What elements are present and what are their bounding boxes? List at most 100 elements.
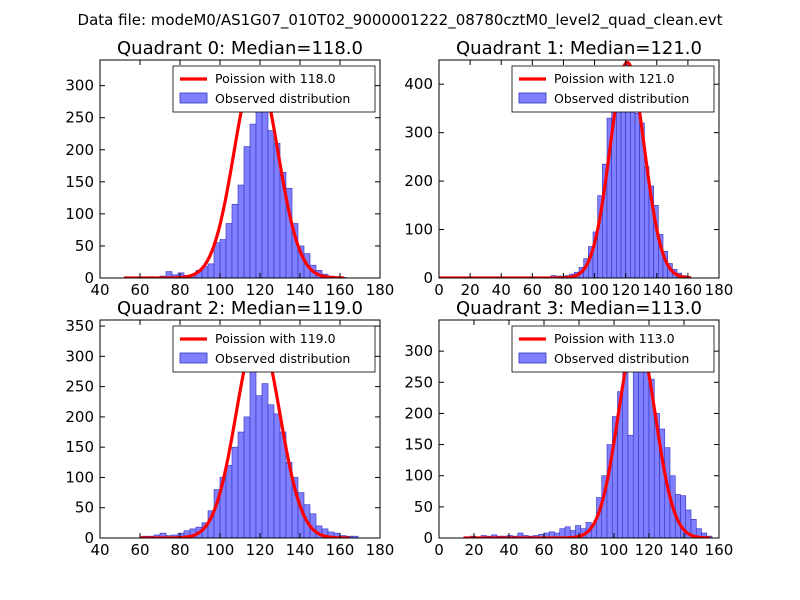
legend-label-poisson: Poission with 119.0 [215, 331, 336, 346]
y-tick-label: 250 [65, 109, 94, 127]
legend: Poission with 113.0 Observed distribution [511, 325, 715, 373]
y-tick-label: 300 [65, 77, 94, 95]
legend-label-observed: Observed distribution [554, 91, 689, 106]
y-tick-label: 0 [423, 269, 433, 287]
x-tick-label: 140 [642, 281, 671, 299]
x-tick-label: 100 [600, 541, 629, 559]
y-tick-label: 0 [84, 269, 94, 287]
x-tick-label: 180 [366, 541, 395, 559]
histogram-bar [231, 203, 239, 278]
histogram-bar [231, 446, 239, 538]
legend-label-observed: Observed distribution [215, 91, 350, 106]
x-tick-label: 160 [326, 281, 355, 299]
x-tick-label: 40 [499, 541, 518, 559]
x-tick-label: 120 [246, 281, 275, 299]
x-tick-label: 160 [326, 541, 355, 559]
histogram-bar [225, 223, 233, 278]
histogram-bar [267, 130, 275, 278]
x-tick-label: 60 [523, 281, 542, 299]
axes-frame [99, 59, 381, 279]
plot-area [123, 66, 347, 278]
x-tick-label: 20 [461, 281, 480, 299]
y-tick-label: 200 [65, 408, 94, 426]
x-tick-label: 60 [130, 541, 149, 559]
x-tick-label: 140 [286, 541, 315, 559]
histogram-bar [225, 465, 233, 538]
legend-box [511, 65, 715, 113]
x-tick-label: 0 [434, 541, 444, 559]
histogram-bar [237, 431, 245, 538]
axes-frame [99, 319, 381, 539]
y-tick-label: 200 [65, 141, 94, 159]
histogram-bar [249, 123, 257, 278]
legend-label-poisson: Poission with 121.0 [554, 71, 675, 86]
y-tick-label: 0 [423, 529, 433, 547]
x-tick-label: 80 [170, 281, 189, 299]
y-tick-label: 100 [65, 205, 94, 223]
x-tick-label: 40 [90, 281, 109, 299]
x-tick-label: 60 [130, 281, 149, 299]
histogram-bar [237, 184, 245, 278]
histogram-bar [243, 416, 251, 538]
legend: Poission with 118.0 Observed distribution [172, 65, 376, 113]
y-tick-label: 400 [404, 75, 433, 93]
subplot-0: 0 50 100 150 200 250 300 40 60 80 100 120 140 160 180 Q… [65, 38, 394, 299]
subplot-title: Quadrant 1: Median=121.0 [456, 38, 702, 59]
histogram-bar [634, 112, 640, 278]
x-tick-label: 20 [464, 541, 483, 559]
x-tick-label: 120 [246, 541, 275, 559]
legend-bar-swatch [518, 92, 547, 104]
histogram-bar [219, 239, 227, 278]
histogram-bar [255, 395, 263, 538]
histogram-bar [267, 404, 275, 538]
x-tick-label: 100 [206, 541, 235, 559]
legend-box [172, 65, 376, 113]
x-tick-label: 40 [90, 541, 109, 559]
legend-label-observed: Observed distribution [554, 351, 689, 366]
histogram-bar [213, 242, 221, 278]
legend: Poission with 119.0 Observed distribution [172, 325, 376, 373]
suptitle: Data file: modeM0/AS1G07_010T02_90000012… [78, 11, 723, 30]
y-tick-label: 250 [404, 373, 433, 391]
x-tick-label: 160 [705, 541, 734, 559]
y-tick-label: 250 [65, 378, 94, 396]
y-tick-label: 50 [75, 499, 94, 517]
legend-label-poisson: Poission with 113.0 [554, 331, 675, 346]
legend-bar-swatch [518, 352, 547, 364]
x-tick-label: 80 [554, 281, 573, 299]
y-tick-label: 100 [65, 468, 94, 486]
histogram-bar [207, 263, 215, 278]
x-tick-label: 140 [670, 541, 699, 559]
y-tick-label: 150 [65, 438, 94, 456]
x-tick-label: 0 [434, 281, 444, 299]
histogram-bar [243, 146, 251, 278]
y-tick-label: 0 [84, 529, 94, 547]
y-tick-label: 150 [404, 436, 433, 454]
x-tick-label: 160 [674, 281, 703, 299]
x-tick-label: 80 [170, 541, 189, 559]
histogram-bar [622, 372, 629, 538]
x-tick-label: 120 [635, 541, 664, 559]
legend-box [172, 325, 376, 373]
x-tick-label: 120 [611, 281, 640, 299]
y-tick-label: 300 [404, 124, 433, 142]
x-tick-label: 140 [286, 281, 315, 299]
y-tick-label: 300 [404, 342, 433, 360]
histogram-bar [261, 107, 269, 278]
y-tick-label: 100 [404, 467, 433, 485]
subplot-title: Quadrant 3: Median=113.0 [456, 298, 702, 319]
legend-box [511, 325, 715, 373]
y-tick-label: 50 [75, 237, 94, 255]
x-tick-label: 180 [366, 281, 395, 299]
y-tick-label: 100 [404, 221, 433, 239]
axes-frame [438, 59, 720, 279]
x-tick-label: 100 [580, 281, 609, 299]
histogram-bar [351, 535, 359, 538]
histogram-bar [261, 383, 269, 538]
subplot-title: Quadrant 2: Median=119.0 [117, 298, 363, 319]
subplot-title: Quadrant 0: Median=118.0 [117, 38, 363, 59]
x-tick-label: 60 [534, 541, 553, 559]
histogram-bar [627, 434, 634, 538]
x-tick-label: 100 [206, 281, 235, 299]
